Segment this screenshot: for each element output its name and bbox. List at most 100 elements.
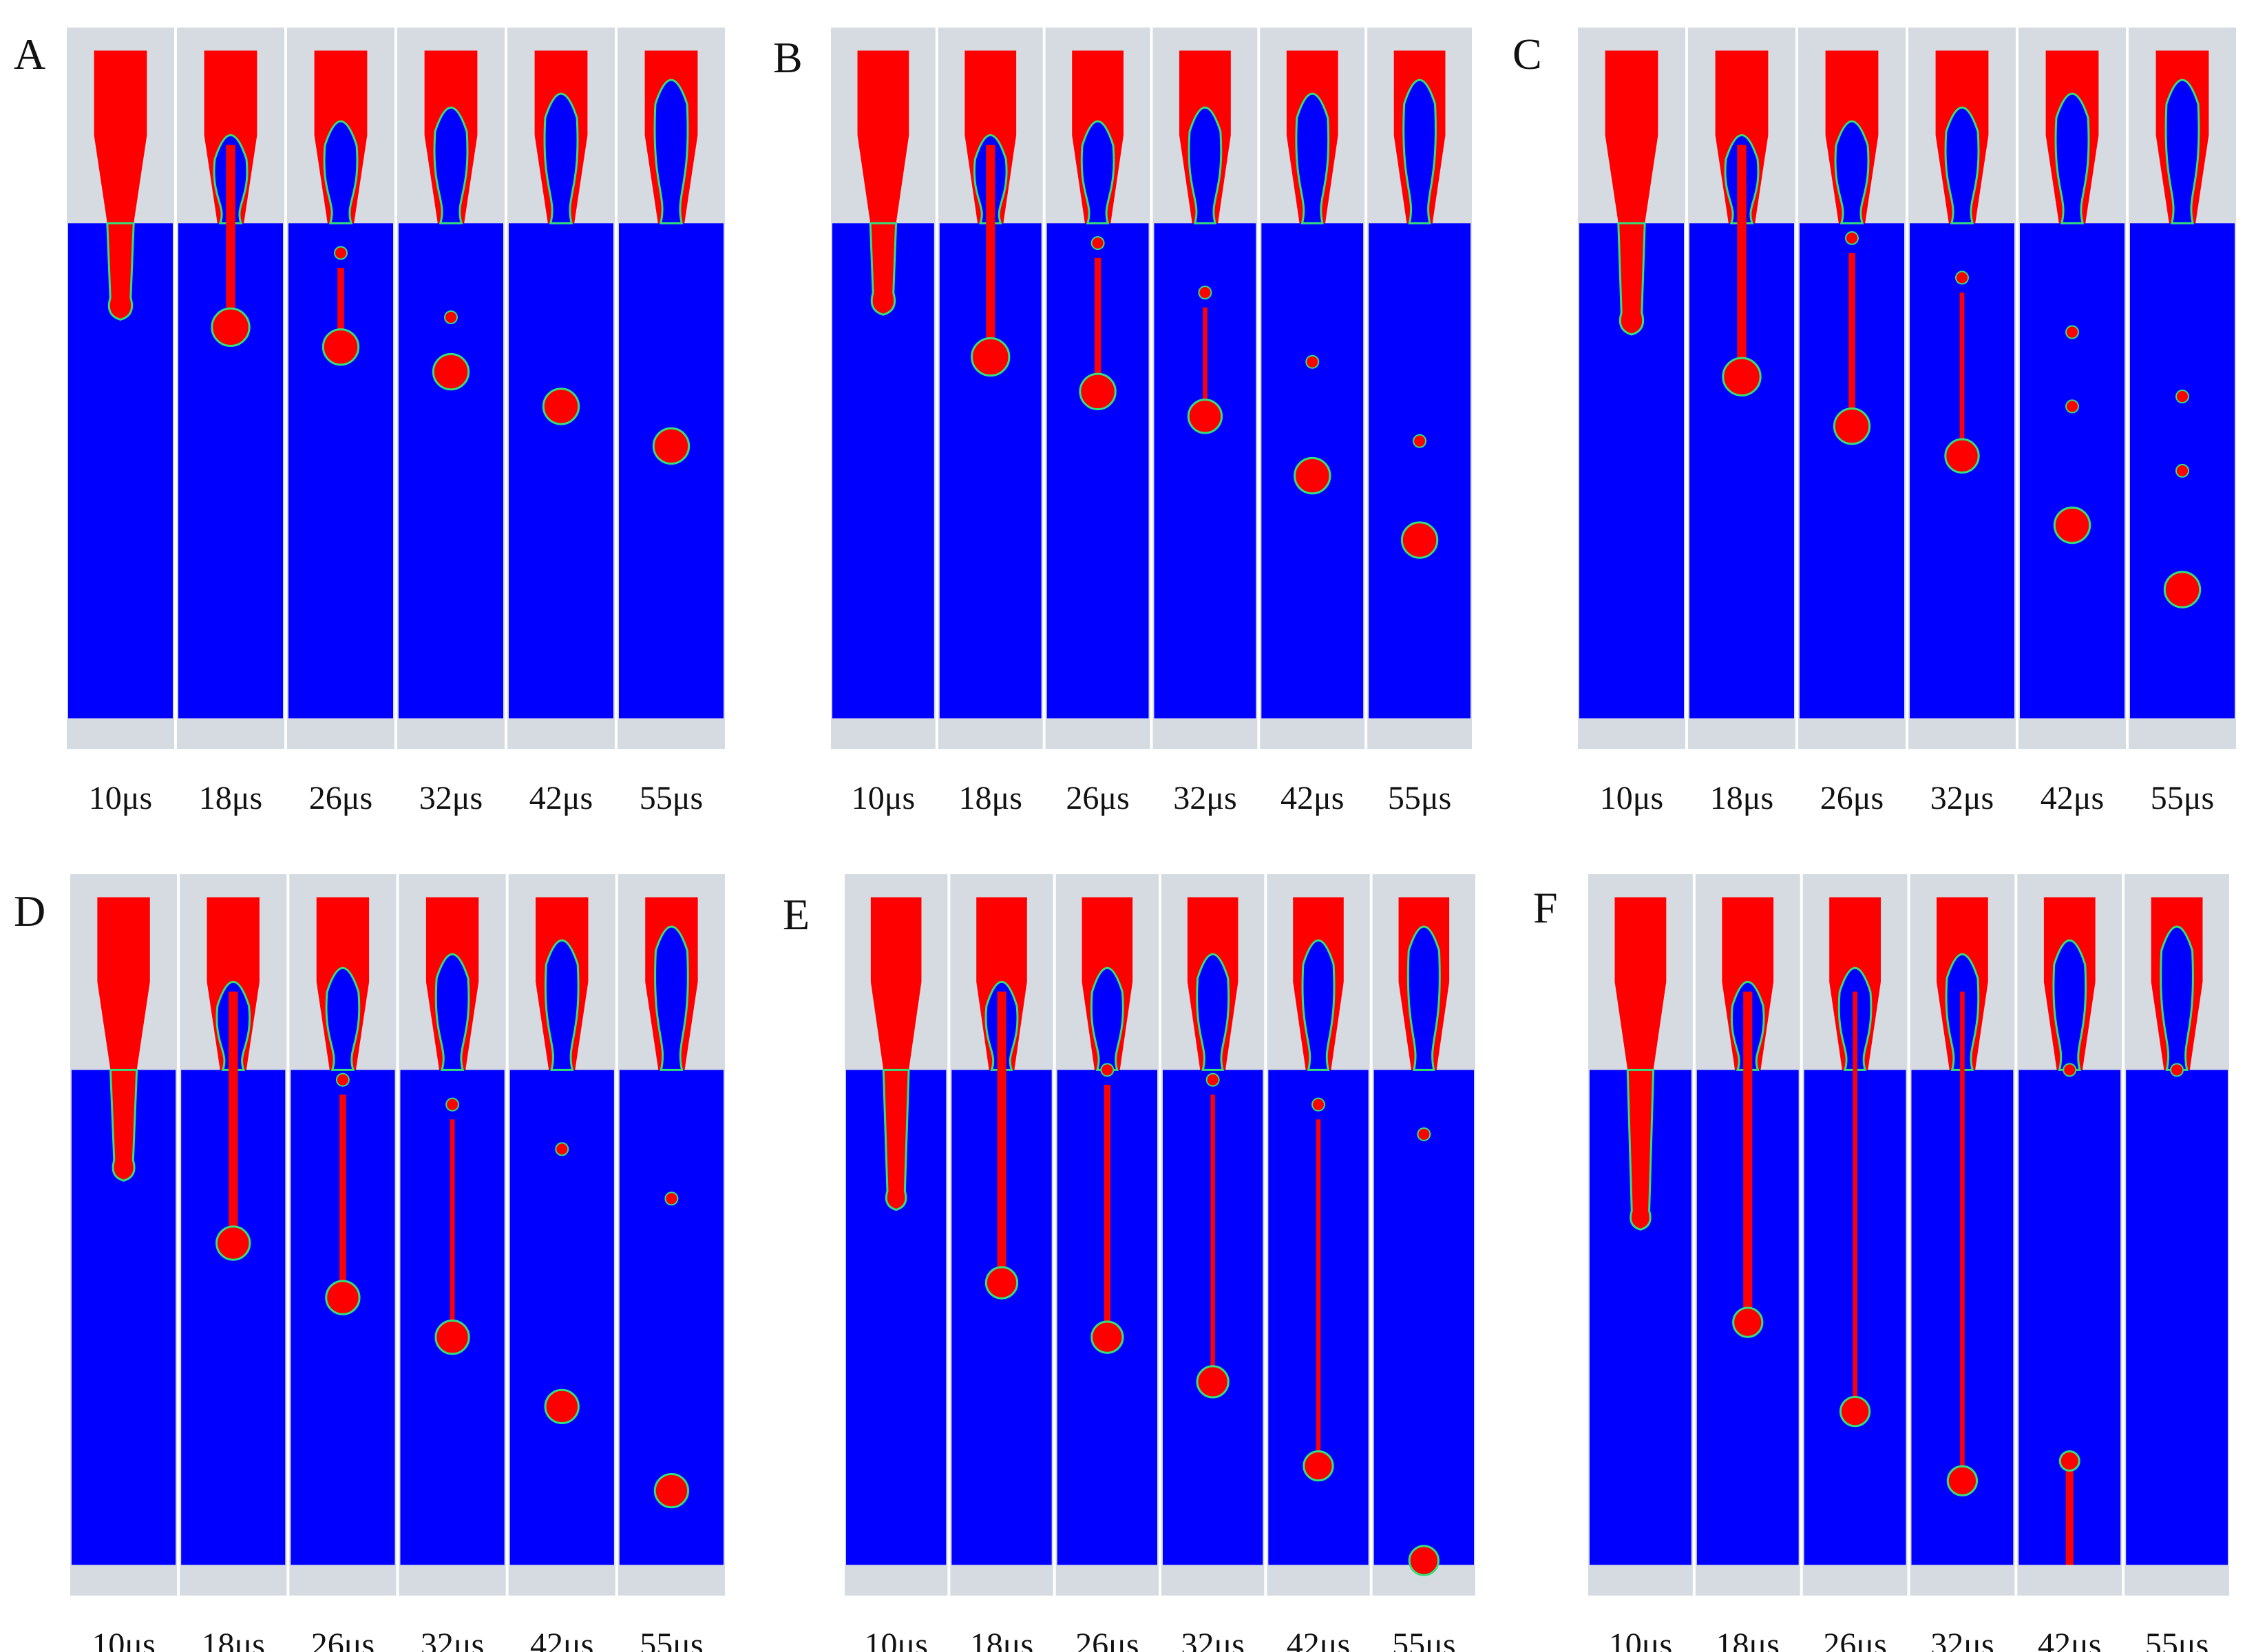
time-label: 42μs xyxy=(2041,780,2104,816)
ink-jet xyxy=(109,1068,138,1182)
nozzle-ink xyxy=(97,897,150,1070)
ink-jet xyxy=(1617,222,1646,336)
time-label: 10μs xyxy=(89,780,152,816)
retraction-meniscus xyxy=(2054,92,2090,224)
frame-f-6: 55μs xyxy=(2125,874,2229,1652)
time-label: 26μs xyxy=(311,1627,375,1652)
satellite-droplet xyxy=(1311,1097,1325,1112)
jet-stem xyxy=(1960,991,1965,1481)
retraction-meniscus xyxy=(1080,120,1115,224)
frame-c-3: 26μs xyxy=(1798,28,1906,816)
time-label: 42μs xyxy=(530,1627,593,1652)
frame-c-6: 55μs xyxy=(2129,28,2236,816)
jet-stem xyxy=(1094,257,1101,392)
retraction-meniscus xyxy=(2164,78,2200,224)
frame-a-2: 18μs xyxy=(177,28,284,816)
satellite-droplet xyxy=(555,1142,569,1156)
jet-stem xyxy=(997,991,1006,1283)
time-label: 18μs xyxy=(1710,780,1773,816)
frame-c-5: 42μs xyxy=(2018,28,2126,816)
retraction-meniscus xyxy=(1944,107,1980,224)
retraction-meniscus xyxy=(1834,120,1870,224)
time-label: 32μs xyxy=(1930,780,1994,816)
ink-jet xyxy=(1626,1068,1655,1231)
retraction-meniscus xyxy=(434,953,470,1071)
time-label: 42μs xyxy=(1287,1627,1350,1652)
jet-head-droplet xyxy=(1732,1306,1764,1338)
jet-stem xyxy=(1316,1119,1321,1466)
satellite-droplet xyxy=(1198,286,1212,300)
satellite-droplet xyxy=(444,310,458,324)
time-label: 42μs xyxy=(2038,1627,2101,1652)
time-label: 26μs xyxy=(1075,1627,1139,1652)
satellite-droplet xyxy=(1845,231,1859,245)
time-label: 18μs xyxy=(959,780,1022,816)
jet-head-droplet xyxy=(1090,1320,1124,1354)
frame-e-4: 32μs xyxy=(1161,874,1265,1652)
nozzle-ink xyxy=(870,897,922,1070)
main-droplet xyxy=(652,427,690,465)
panel-a: A 10μs 18μs 26μs 32μs 42μs 55μs xyxy=(14,28,725,816)
time-label: 18μs xyxy=(199,780,262,816)
panel-d: D 10μs 18μs 26μs 32μs 42μs 55μs xyxy=(14,874,725,1652)
panel-letter-f: F xyxy=(1533,883,1558,932)
frame-b-6: 55μs xyxy=(1367,28,1472,816)
frame-b-1: 10μs xyxy=(831,28,936,816)
nozzle-ink xyxy=(857,50,909,224)
jet-stem xyxy=(986,145,995,357)
jet-head-droplet xyxy=(1944,438,1980,474)
jet-stem xyxy=(1743,991,1753,1323)
retraction-meniscus xyxy=(1090,967,1124,1071)
nozzle-ink xyxy=(1605,50,1658,224)
jet-head-droplet xyxy=(1946,1465,1979,1496)
panel-e: E 10μs 18μs 26μs 32μs 42μs 55μs xyxy=(783,874,1475,1652)
jet-head-droplet xyxy=(2058,1450,2080,1472)
frame-b-2: 18μs xyxy=(938,28,1043,816)
main-droplet xyxy=(542,388,580,425)
frame-c-4: 32μs xyxy=(1908,28,2016,816)
satellite-droplet xyxy=(1413,434,1427,448)
satellite-droplet xyxy=(2170,1063,2184,1077)
satellite-droplet xyxy=(1955,271,1969,285)
panel-letter-b: B xyxy=(773,33,803,82)
panel-letter-e: E xyxy=(783,890,810,939)
frame-b-5: 42μs xyxy=(1260,28,1365,816)
jet-head-droplet xyxy=(211,307,251,348)
frame-a-1: 10μs xyxy=(67,28,174,816)
time-label: 18μs xyxy=(1716,1627,1780,1652)
frame-e-2: 18μs xyxy=(950,874,1053,1652)
frame-e-5: 42μs xyxy=(1267,874,1370,1652)
panel-letter-c: C xyxy=(1512,30,1542,78)
satellite-droplet xyxy=(1090,236,1105,251)
jet-head-droplet xyxy=(321,328,360,366)
satellite-droplet xyxy=(445,1097,460,1112)
main-droplet xyxy=(2163,571,2202,608)
panel-letter-a: A xyxy=(14,30,45,78)
jet-stem xyxy=(2065,1461,2074,1565)
panel-b: B 10μs 18μs 26μs 32μs 42μs 55μs xyxy=(773,28,1472,816)
retraction-meniscus xyxy=(543,92,579,224)
water-channel xyxy=(1369,223,1470,719)
time-label: 32μs xyxy=(419,780,483,816)
satellite-droplet xyxy=(335,1072,350,1087)
jet-head-droplet xyxy=(434,1320,470,1355)
frame-a-5: 42μs xyxy=(507,28,615,816)
frame-a-6: 55μs xyxy=(618,28,725,816)
jet-head-droplet xyxy=(325,1280,361,1315)
retraction-meniscus xyxy=(2052,939,2087,1071)
satellite-droplet xyxy=(1100,1063,1115,1077)
water-channel xyxy=(1154,223,1256,719)
jet-stem xyxy=(226,145,235,328)
satellite-droplet xyxy=(1417,1127,1431,1141)
retraction-meniscus xyxy=(654,925,689,1071)
water-channel xyxy=(2020,223,2125,719)
jet-stem xyxy=(1737,145,1747,377)
jet-head-droplet xyxy=(984,1266,1019,1300)
retraction-meniscus xyxy=(1188,107,1223,224)
jet-head-droplet xyxy=(1839,1395,1871,1428)
jet-stem xyxy=(229,991,238,1244)
satellite-droplet xyxy=(2063,1063,2077,1077)
main-droplet xyxy=(1408,1545,1440,1576)
time-label: 42μs xyxy=(529,780,593,816)
time-label: 55μs xyxy=(1388,780,1451,816)
